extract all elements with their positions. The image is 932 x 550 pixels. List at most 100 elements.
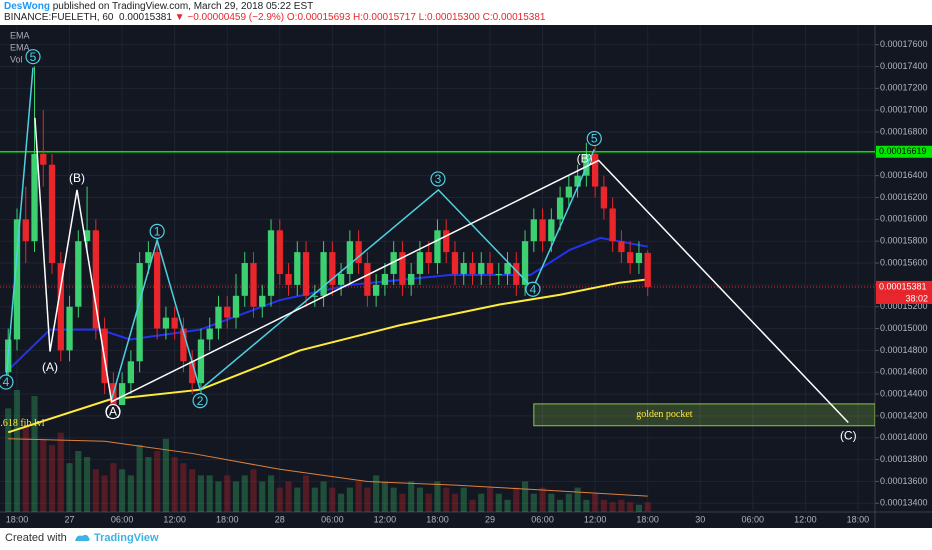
volume-bar bbox=[302, 475, 310, 512]
candle-body bbox=[215, 306, 222, 329]
y-tick-label: 0.00015200 bbox=[880, 301, 928, 311]
volume-bar bbox=[92, 469, 99, 512]
x-tick-label: 18:00 bbox=[6, 514, 29, 524]
volume-bar bbox=[565, 493, 572, 512]
wave-circle bbox=[525, 281, 541, 297]
down-arrow: ▼ bbox=[174, 12, 185, 23]
volume-bar bbox=[206, 475, 213, 512]
volume-bar bbox=[320, 481, 327, 512]
x-tick-label: 12:00 bbox=[794, 514, 817, 524]
volume-bar bbox=[346, 487, 353, 512]
volume-bar bbox=[276, 487, 283, 512]
candle-body bbox=[329, 252, 336, 285]
volume-bar bbox=[338, 493, 345, 512]
wave-label: (A) bbox=[42, 360, 58, 374]
candle-body bbox=[416, 252, 424, 274]
candle-body bbox=[609, 208, 616, 242]
volume-bar bbox=[451, 493, 459, 512]
candle-body bbox=[443, 230, 450, 253]
volume-bar bbox=[180, 463, 187, 512]
x-tick-label: 28 bbox=[275, 514, 285, 524]
level-tag bbox=[876, 280, 932, 293]
wave-label: (A) bbox=[105, 405, 121, 419]
volume-bar bbox=[48, 444, 56, 512]
volume-bar bbox=[635, 504, 642, 512]
candle-body bbox=[171, 317, 178, 329]
volume-bar bbox=[127, 475, 134, 512]
x-tick-label: 12:00 bbox=[163, 514, 186, 524]
countdown-tag bbox=[876, 292, 932, 304]
candle-body bbox=[627, 252, 634, 264]
candle-body bbox=[513, 263, 520, 285]
volume-bar bbox=[154, 451, 161, 512]
x-tick-label: 12:00 bbox=[584, 514, 607, 524]
volume-bar bbox=[443, 487, 450, 512]
wave-circle bbox=[25, 49, 41, 65]
volume-bar bbox=[57, 432, 64, 512]
wave-circle bbox=[0, 374, 14, 390]
volume-bar bbox=[241, 475, 248, 512]
candle-body bbox=[189, 361, 196, 384]
volume-bar bbox=[399, 493, 406, 512]
ema-line bbox=[7, 278, 648, 434]
candle-body bbox=[302, 252, 310, 296]
candle-body bbox=[136, 263, 143, 362]
candle-body bbox=[83, 230, 91, 242]
wave-label: 4 bbox=[530, 282, 537, 296]
volume-bar bbox=[548, 493, 555, 512]
volume-bar bbox=[31, 396, 38, 512]
y-tick-label: 0.00016400 bbox=[880, 170, 928, 180]
candle-body bbox=[276, 230, 283, 274]
author[interactable]: DesWong bbox=[4, 1, 50, 12]
y-tick-label: 0.00013400 bbox=[880, 498, 928, 508]
candle-body bbox=[600, 186, 608, 209]
y-tick-label: 0.00015800 bbox=[880, 236, 928, 246]
candle-body bbox=[346, 241, 354, 274]
candle-body bbox=[57, 263, 64, 351]
y-tick-label: 0.00017600 bbox=[880, 39, 928, 49]
candle-body bbox=[530, 219, 537, 242]
wave-line bbox=[110, 149, 595, 400]
volume-bar bbox=[434, 481, 441, 512]
volume-bar bbox=[171, 457, 178, 512]
volume-bar bbox=[557, 499, 564, 512]
volume-bar bbox=[285, 481, 292, 512]
header: DesWong published on TradingView.com, Ma… bbox=[4, 1, 545, 23]
y-tick-label: 0.00017000 bbox=[880, 105, 928, 115]
candle-body bbox=[451, 252, 459, 274]
candle-body bbox=[495, 273, 502, 275]
volume-bar bbox=[162, 438, 169, 512]
candle-body bbox=[469, 263, 476, 274]
candle-body bbox=[504, 263, 511, 274]
y-tick-label: 0.00016800 bbox=[880, 126, 928, 136]
candle-body bbox=[153, 252, 161, 329]
candle-body bbox=[425, 252, 432, 264]
countdown: 38:02 bbox=[905, 293, 928, 303]
candle-body bbox=[92, 230, 99, 329]
x-tick-label: 06:00 bbox=[531, 514, 554, 524]
candle-body bbox=[294, 252, 301, 285]
volume-bar bbox=[355, 481, 362, 512]
volume-bar bbox=[224, 475, 231, 512]
volume-bar bbox=[416, 487, 424, 512]
candle-body bbox=[355, 241, 362, 264]
candle-body bbox=[583, 153, 590, 176]
volume-bar bbox=[574, 487, 581, 512]
y-tick-label: 0.00013600 bbox=[880, 476, 928, 486]
y-tick-label: 0.00014400 bbox=[880, 388, 928, 398]
candle-body bbox=[548, 219, 555, 242]
candle-body bbox=[180, 328, 187, 362]
candle-body bbox=[22, 219, 29, 242]
volume-bar bbox=[600, 499, 607, 512]
volume-bar bbox=[84, 457, 91, 512]
volume-bar bbox=[644, 502, 651, 512]
brand[interactable]: TradingView bbox=[93, 532, 159, 544]
candle-body bbox=[232, 295, 240, 318]
wave-label: (C) bbox=[840, 429, 857, 443]
candle-body bbox=[591, 153, 599, 187]
wave-label: (B) bbox=[577, 151, 593, 165]
wave-label: 3 bbox=[435, 172, 442, 186]
x-tick-label: 06:00 bbox=[321, 514, 344, 524]
candle-body bbox=[75, 241, 82, 307]
candle-body bbox=[13, 219, 21, 340]
